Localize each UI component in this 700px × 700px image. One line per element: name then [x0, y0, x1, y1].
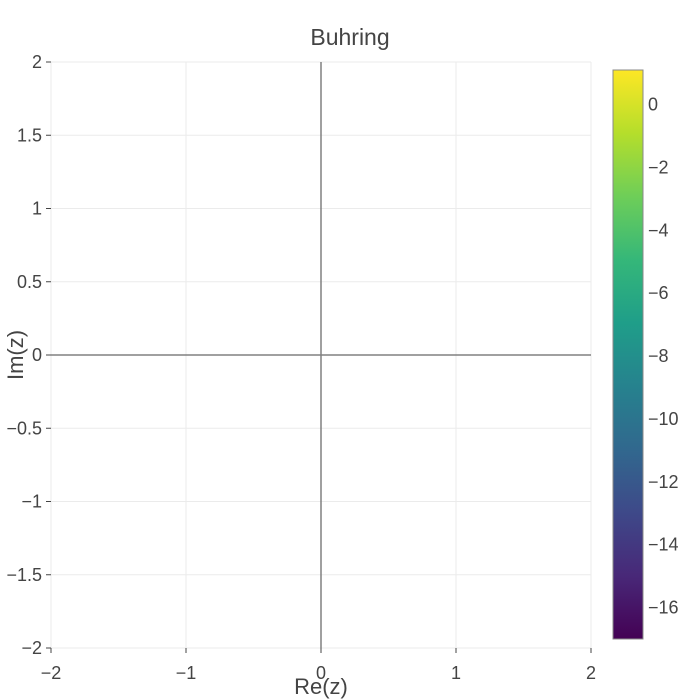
colorbar-tick-label: −8 [648, 346, 669, 366]
zero-lines [51, 62, 591, 648]
colorbar-tick-label: −10 [648, 409, 679, 429]
colorbar-tick-label: 0 [648, 95, 658, 115]
colorbar-tick-label: −2 [648, 157, 669, 177]
colorbar-tick-label: −12 [648, 472, 679, 492]
y-tick-label: −2 [21, 638, 42, 658]
colorbar: 0 −2 −4 −6 −8 −10 −12 −14 −16 [612, 69, 679, 640]
y-axis-label: Im(z) [3, 330, 28, 380]
x-tick-label: 1 [451, 663, 461, 683]
y-tick-label: 1.5 [17, 125, 42, 145]
y-axis-ticks: −2 −1.5 −1 −0.5 0 0.5 1 1.5 2 [6, 52, 51, 658]
y-tick-label: −1 [21, 492, 42, 512]
x-tick-label: 0 [316, 663, 326, 683]
colorbar-tick-label: −14 [648, 535, 679, 555]
x-tick-label: 2 [586, 663, 596, 683]
x-tick-label: −1 [176, 663, 197, 683]
colorbar-tick-label: −16 [648, 598, 679, 618]
x-axis-ticks: −2 −1 0 1 2 [41, 648, 596, 683]
x-tick-label: −2 [41, 663, 62, 683]
y-tick-label: 1 [32, 199, 42, 219]
plot-area [50, 61, 592, 649]
colorbar-ticks: 0 −2 −4 −6 −8 −10 −12 −14 −16 [648, 95, 679, 618]
colorbar-tick-label: −4 [648, 220, 669, 240]
x-axis-label: Re(z) [294, 674, 348, 699]
y-tick-label: −0.5 [6, 418, 42, 438]
y-tick-label: 2 [32, 52, 42, 72]
chart-title: Buhring [310, 24, 389, 50]
y-tick-label: −1.5 [6, 565, 42, 585]
y-tick-label: 0.5 [17, 272, 42, 292]
colorbar-gradient-bar [612, 69, 644, 640]
y-tick-label: 0 [32, 345, 42, 365]
colorbar-tick-label: −6 [648, 283, 669, 303]
